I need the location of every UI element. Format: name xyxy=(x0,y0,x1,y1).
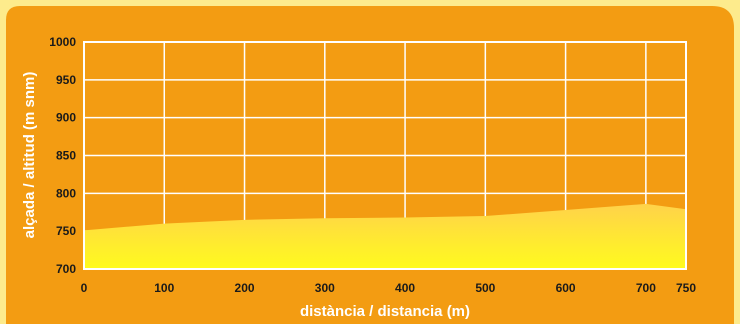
x-tick-label: 500 xyxy=(475,281,495,295)
x-tick-label: 400 xyxy=(395,281,415,295)
x-tick-label: 200 xyxy=(235,281,255,295)
x-tick-label: 750 xyxy=(676,281,696,295)
x-tick-label: 100 xyxy=(154,281,174,295)
y-tick-label: 750 xyxy=(56,224,76,238)
x-tick-label: 300 xyxy=(315,281,335,295)
elevation-area xyxy=(84,203,686,269)
y-tick-labels: 700 750 800 850 900 950 1000 xyxy=(49,35,76,276)
chart-panel-background xyxy=(6,6,734,324)
y-tick-label: 1000 xyxy=(49,35,76,49)
y-tick-label: 800 xyxy=(56,186,76,200)
y-tick-label: 700 xyxy=(56,262,76,276)
y-tick-label: 900 xyxy=(56,111,76,125)
x-tick-label: 600 xyxy=(556,281,576,295)
x-axis-label: distància / distancia (m) xyxy=(300,303,470,320)
y-axis-label: alçada / altitud (m snm) xyxy=(21,72,38,239)
x-tick-label: 700 xyxy=(636,281,656,295)
y-tick-label: 950 xyxy=(56,73,76,87)
x-tick-label: 0 xyxy=(81,281,88,295)
x-tick-labels: 0 100 200 300 400 500 600 700 750 xyxy=(81,281,697,295)
y-tick-label: 850 xyxy=(56,149,76,163)
plot-frame xyxy=(83,41,687,270)
